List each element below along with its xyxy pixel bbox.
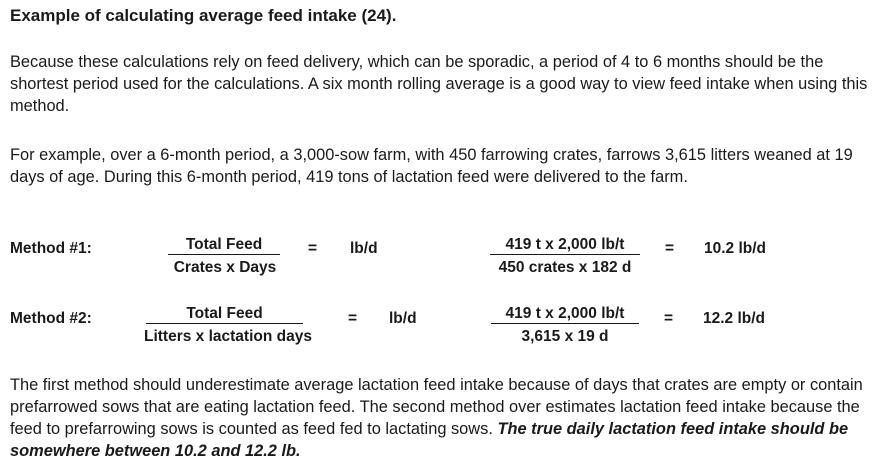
method-1-label: Method #1: bbox=[10, 240, 92, 257]
method-1-result: 10.2 lb/d bbox=[704, 240, 767, 257]
paragraph-example: For example, over a 6-month period, a 3,… bbox=[10, 146, 853, 186]
method-1-numerator: Total Feed bbox=[168, 236, 280, 255]
method-1-unit: lb/d bbox=[350, 240, 378, 257]
method-1-equals-2: = bbox=[665, 240, 675, 257]
method-1-denominator: Crates x Days bbox=[173, 259, 277, 276]
method-2-calc-numerator: 419 t x 2,000 lb/t bbox=[491, 305, 639, 324]
method-2-denominator: Litters x lactation days bbox=[144, 328, 312, 345]
method-2-equals-2: = bbox=[664, 310, 674, 327]
method-1-calc-denominator: 450 crates x 182 d bbox=[498, 259, 632, 276]
method-2-result: 12.2 lb/d bbox=[703, 310, 766, 327]
paragraph-conclusion-emphasis: The true daily lactation feed intake sho… bbox=[10, 420, 849, 460]
paragraph-intro: Because these calculations rely on feed … bbox=[10, 53, 868, 115]
paragraph-conclusion-text: The first method should underestimate av… bbox=[10, 376, 863, 438]
paragraph-conclusion: The first method should underestimate av… bbox=[10, 374, 878, 462]
method-2-numerator: Total Feed bbox=[146, 305, 303, 324]
method-2-calc-denominator: 3,615 x 19 d bbox=[521, 328, 609, 345]
document-title: Example of calculating average feed inta… bbox=[10, 6, 397, 25]
method-2-equals-1: = bbox=[348, 310, 358, 327]
method-2-unit: lb/d bbox=[389, 310, 417, 327]
method-1-equals-1: = bbox=[308, 240, 318, 257]
method-2-label: Method #2: bbox=[10, 310, 92, 327]
method-1-calc-numerator: 419 t x 2,000 lb/t bbox=[490, 236, 640, 255]
